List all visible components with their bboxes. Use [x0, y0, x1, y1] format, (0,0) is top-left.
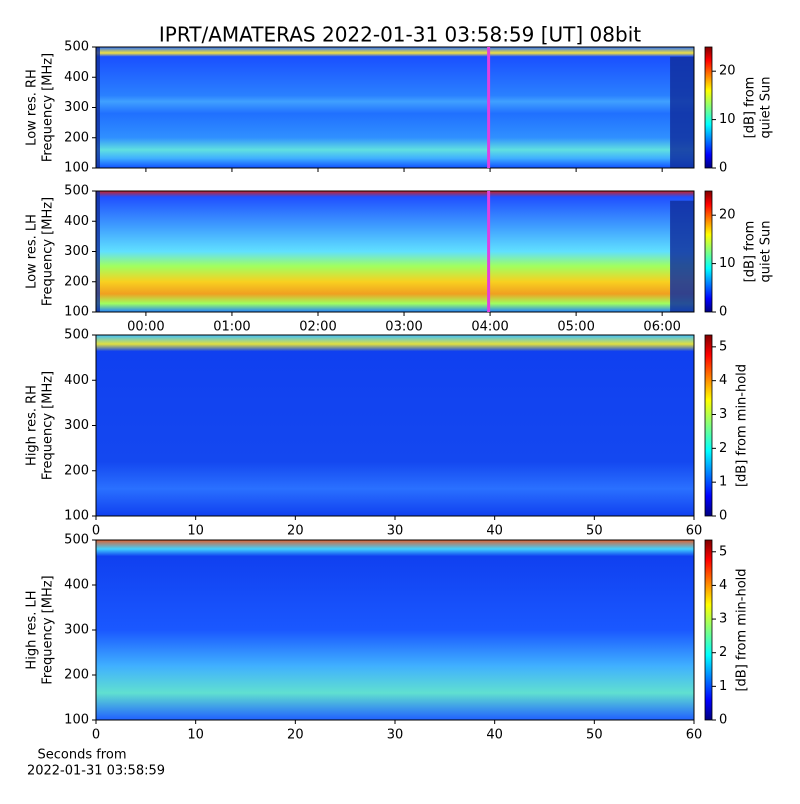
x-tick-label: 60	[686, 728, 703, 743]
colorbar-tick-label: 1	[719, 475, 727, 490]
y-tick-label: 400	[64, 214, 89, 229]
y-axis-label: Frequency [MHz]	[41, 575, 56, 684]
colorbar-tick-label: 1	[719, 679, 727, 694]
y-tick-label: 300	[64, 623, 89, 638]
y-tick-label: 100	[64, 713, 89, 728]
y-tick-label: 300	[64, 244, 89, 259]
colorbar-label: [dB] from	[743, 221, 758, 283]
y-tick-label: 200	[64, 130, 89, 145]
y-tick-label: 500	[64, 328, 89, 343]
x-tick-label: 30	[387, 728, 404, 743]
colorbar	[704, 334, 713, 517]
y-tick-label: 300	[64, 100, 89, 115]
colorbar-tick-label: 5	[719, 544, 727, 559]
x-tick-label: 06:00	[643, 320, 680, 335]
colorbar	[704, 539, 713, 721]
y-tick-label: 400	[64, 373, 89, 388]
x-tick-label: 50	[586, 524, 603, 539]
colorbar-tick-label: 3	[719, 612, 727, 627]
spectrogram-edge	[96, 191, 100, 312]
x-tick-label: 10	[187, 728, 204, 743]
colorbar-label: quiet Sun	[759, 76, 774, 138]
colorbar-tick-label: 10	[719, 256, 736, 271]
colorbar	[704, 190, 713, 313]
x-tick-label: 04:00	[471, 320, 508, 335]
colorbar-tick-label: 2	[719, 441, 727, 456]
colorbar-label: [dB] from min-hold	[735, 364, 750, 487]
x-tick-label: 60	[686, 524, 703, 539]
y-tick-label: 500	[64, 40, 89, 55]
y-tick-label: 500	[64, 184, 89, 199]
colorbar-label: [dB] from min-hold	[735, 568, 750, 691]
y-axis-label: Frequency [MHz]	[41, 53, 56, 162]
spectrogram	[96, 191, 694, 312]
x-tick-label: 0	[92, 524, 100, 539]
y-tick-label: 100	[64, 509, 89, 524]
x-tick-label: 50	[586, 728, 603, 743]
spectrogram	[96, 540, 694, 720]
y-axis-label: Low res. LH	[25, 214, 40, 289]
y-tick-label: 400	[64, 70, 89, 85]
y-tick-label: 200	[64, 668, 89, 683]
colorbar-tick-label: 0	[719, 713, 727, 728]
y-tick-label: 500	[64, 533, 89, 548]
y-axis-label: High res. RH	[25, 385, 40, 466]
spectrogram	[96, 47, 694, 168]
x-tick-label: 20	[287, 524, 304, 539]
colorbar-label: quiet Sun	[759, 220, 774, 282]
colorbar-label: [dB] from	[743, 77, 758, 139]
x-tick-label: 02:00	[299, 320, 336, 335]
y-tick-label: 200	[64, 274, 89, 289]
colorbar-tick-label: 0	[719, 161, 727, 176]
x-tick-label: 00:00	[127, 320, 164, 335]
x-tick-label: 30	[387, 524, 404, 539]
x-tick-label: 40	[486, 728, 503, 743]
colorbar-tick-label: 2	[719, 645, 727, 660]
colorbar-tick-label: 10	[719, 112, 736, 127]
x-tick-label: 05:00	[557, 320, 594, 335]
y-tick-label: 200	[64, 463, 89, 478]
y-tick-label: 400	[64, 578, 89, 593]
colorbar-tick-label: 20	[719, 64, 736, 79]
footnote: 2022-01-31 03:58:59	[27, 764, 165, 779]
spectrogram-edge	[670, 56, 694, 168]
spectrogram-edge	[96, 47, 100, 168]
colorbar	[704, 46, 713, 169]
y-axis-label: Frequency [MHz]	[41, 371, 56, 480]
colorbar-tick-label: 4	[719, 578, 727, 593]
figure-title: IPRT/AMATERAS 2022-01-31 03:58:59 [UT] 0…	[159, 23, 641, 47]
colorbar-tick-label: 20	[719, 208, 736, 223]
y-axis-label: Low res. RH	[25, 69, 40, 146]
x-tick-label: 0	[92, 728, 100, 743]
x-tick-label: 40	[486, 524, 503, 539]
colorbar-tick-label: 0	[719, 509, 727, 524]
x-tick-label: 03:00	[385, 320, 422, 335]
y-tick-label: 100	[64, 161, 89, 176]
spectrogram	[96, 335, 694, 516]
y-axis-label: High res. LH	[25, 590, 40, 669]
x-tick-label: 10	[187, 524, 204, 539]
footnote: Seconds from	[37, 748, 126, 763]
colorbar-tick-label: 5	[719, 339, 727, 354]
colorbar-tick-label: 3	[719, 407, 727, 422]
colorbar-tick-label: 4	[719, 373, 727, 388]
x-tick-label: 01:00	[213, 320, 250, 335]
y-tick-label: 100	[64, 305, 89, 320]
y-tick-label: 300	[64, 418, 89, 433]
y-axis-label: Frequency [MHz]	[41, 197, 56, 306]
x-tick-label: 20	[287, 728, 304, 743]
colorbar-tick-label: 0	[719, 305, 727, 320]
spectrogram-edge	[670, 200, 694, 312]
